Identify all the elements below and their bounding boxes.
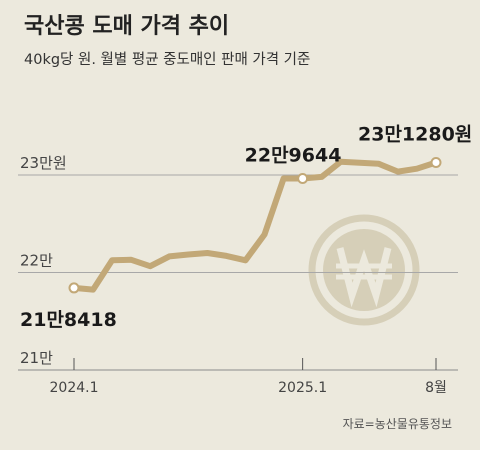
x-tick-label: 2025.1: [278, 380, 327, 396]
x-tick-label: 8월: [425, 380, 447, 396]
data-point-marker: [68, 282, 80, 294]
won-coin-icon: [308, 214, 420, 326]
chart-title: 국산콩 도매 가격 추이: [24, 14, 229, 39]
highlight-points: [68, 157, 442, 294]
y-axis-labels: 21만 22만 23만원: [20, 154, 67, 367]
price-series-line: [71, 158, 439, 293]
y-tick-label: 23만원: [20, 154, 67, 172]
data-label: 23만1280원: [358, 124, 472, 146]
x-axis-labels: 2024.1 2025.1 8월: [50, 358, 447, 396]
data-point-marker: [430, 157, 442, 169]
chart-subtitle: 40kg당 원. 월별 평균 중도매인 판매 가격 기준: [24, 51, 310, 68]
y-gridlines: [18, 174, 458, 371]
data-point-marker: [297, 172, 309, 184]
source-note: 자료=농산물유통정보: [343, 417, 452, 431]
y-tick-label: 22만: [20, 252, 53, 270]
data-label: 21만8418: [20, 309, 117, 331]
data-label: 22만9644: [245, 144, 342, 166]
y-tick-label: 21만: [20, 349, 53, 367]
series-group: [71, 158, 439, 293]
data-labels: 21만8418 22만9644 23만1280원: [20, 124, 472, 331]
x-tick-label: 2024.1: [50, 380, 99, 396]
